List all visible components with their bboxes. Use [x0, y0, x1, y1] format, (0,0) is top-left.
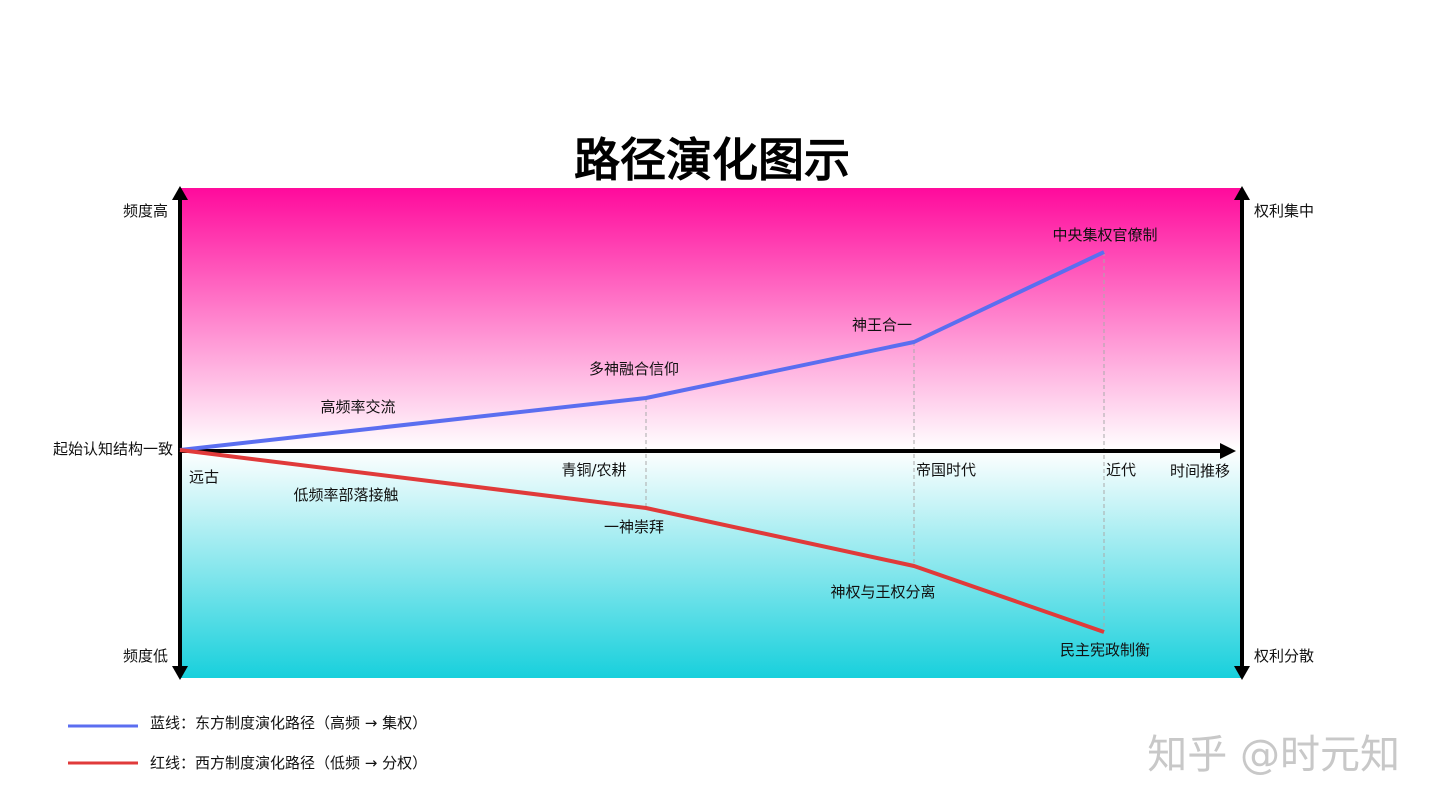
left-axis-arrow-up-icon: [172, 186, 188, 200]
blue-node-centralized-bureaucracy: 中央集权官僚制: [1052, 226, 1157, 244]
red-node-monotheism: 一神崇拜: [604, 518, 664, 536]
time-point-modern: 近代: [1106, 461, 1136, 479]
watermark: 知乎 @时元知: [1147, 732, 1400, 778]
high-frequency-region: [180, 188, 1242, 450]
low-frequency-region: [180, 450, 1242, 678]
time-point-ancient: 远古: [189, 468, 219, 486]
left-top-label: 频度高: [123, 202, 168, 220]
time-point-bronze: 青铜/农耕: [561, 461, 626, 479]
diagram-title: 路径演化图示: [574, 133, 850, 187]
red-node-separation: 神权与王权分离: [830, 583, 935, 601]
red-node-constitutional: 民主宪政制衡: [1060, 641, 1150, 659]
right-top-label: 权利集中: [1254, 202, 1314, 220]
time-point-empire: 帝国时代: [916, 461, 976, 479]
legend-blue-label: 蓝线：东方制度演化路径（高频 → 集权）: [150, 714, 427, 732]
blue-node-polytheism: 多神融合信仰: [589, 360, 679, 378]
right-axis-arrow-down-icon: [1234, 666, 1250, 680]
blue-node-god-king: 神王合一: [852, 316, 912, 334]
blue-eastern-path: [179, 250, 1105, 452]
right-bottom-label: 权利分散: [1254, 647, 1314, 665]
left-bottom-label: 频度低: [123, 647, 168, 665]
blue-segment-label: 高频率交流: [320, 398, 395, 416]
time-axis-label: 时间推移: [1170, 462, 1230, 480]
legend-red-label: 红线：西方制度演化路径（低频 → 分权）: [150, 754, 427, 772]
right-axis-arrow-up-icon: [1234, 186, 1250, 200]
red-western-path: [179, 448, 1105, 634]
time-axis-arrow-icon: [1220, 443, 1236, 459]
origin-label: 起始认知结构一致: [53, 440, 173, 458]
red-segment-label: 低频率部落接触: [293, 486, 398, 504]
left-axis-arrow-down-icon: [172, 666, 188, 680]
